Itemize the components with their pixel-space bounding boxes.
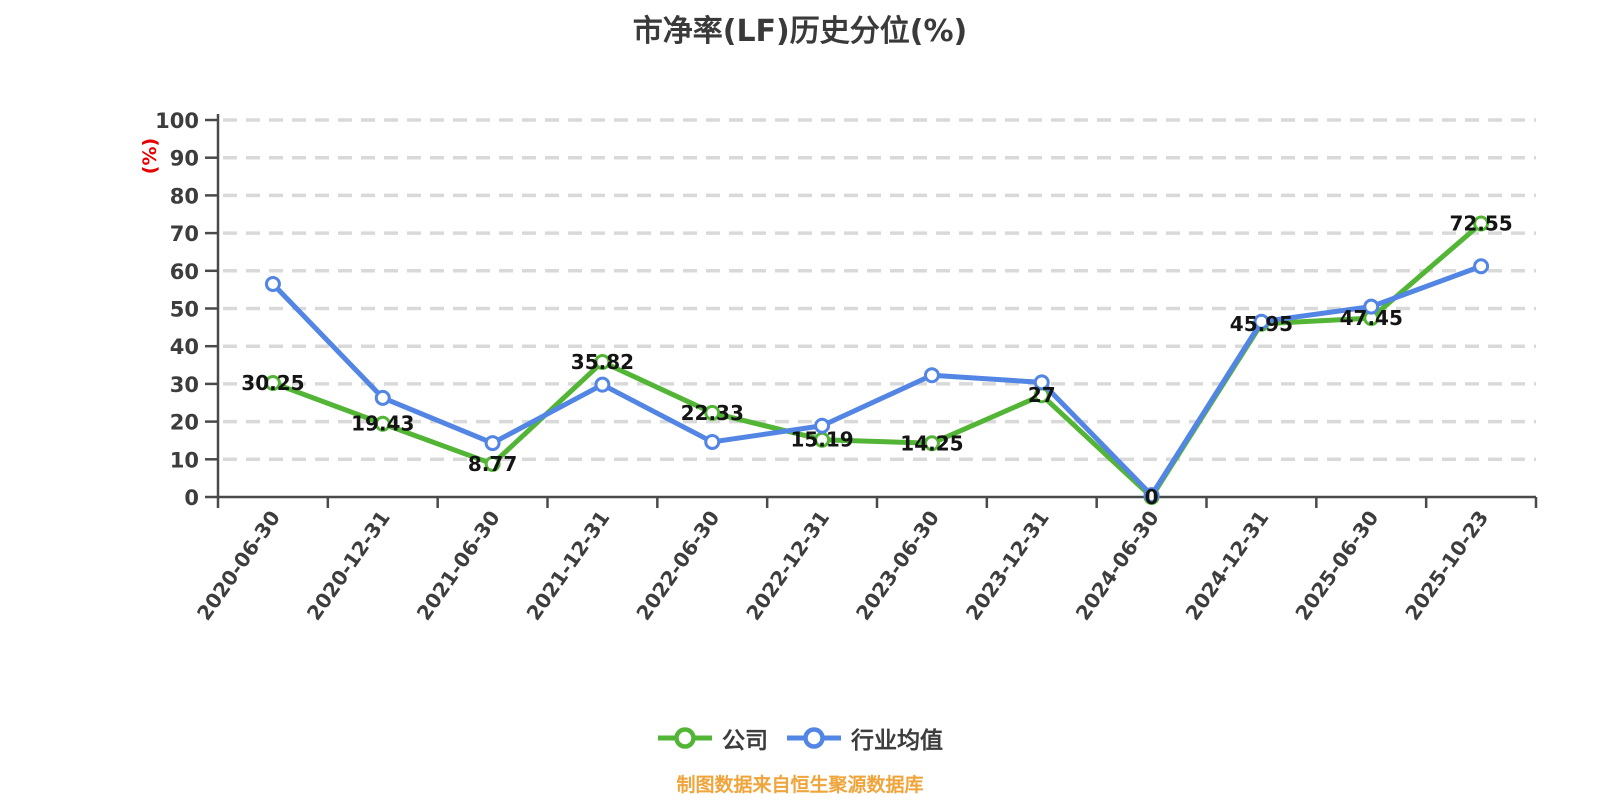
industry-average-data-point: [1473, 258, 1490, 275]
y-axis-tick-label: 70: [170, 222, 199, 246]
x-axis-tick-label: 2021-12-31: [521, 506, 614, 625]
x-axis-tick-label: 2025-10-23: [1400, 506, 1493, 625]
industry-average-series-line: [270, 263, 1484, 498]
company-data-label: 45.95: [1230, 312, 1293, 336]
x-axis-tick-label: 2020-06-30: [192, 506, 285, 625]
x-axis-tick-label: 2023-12-31: [961, 506, 1054, 625]
company-data-label: 35.82: [571, 350, 634, 374]
x-axis-tick-label: 2021-06-30: [412, 506, 505, 625]
x-axis-tick-label: 2022-12-31: [741, 506, 834, 625]
industry-average-data-point: [484, 435, 501, 452]
company-data-point: [484, 455, 501, 472]
legend-item-industry-average[interactable]: 行业均值: [786, 721, 943, 755]
industry-average-data-point: [704, 433, 721, 450]
y-axis-tick-label: 0: [184, 486, 199, 510]
company-data-label: 47.45: [1340, 306, 1403, 330]
y-axis-tick-label: 20: [170, 411, 199, 435]
company-data-point: [1473, 215, 1490, 232]
industry-average-data-point: [1143, 487, 1160, 504]
y-axis-tick-label: 100: [155, 109, 199, 133]
industry-average-data-point: [923, 367, 940, 384]
industry-average-data-point: [1363, 298, 1380, 315]
x-axis-tick-label: 2022-06-30: [631, 506, 724, 625]
x-axis-tick-label: 2020-12-31: [302, 506, 395, 625]
y-axis-tick-label: 80: [170, 184, 199, 208]
company-data-label: 72.55: [1449, 211, 1512, 235]
company-data-point: [594, 353, 611, 370]
legend: 公司 行业均值: [0, 721, 1600, 755]
x-axis-tick-label: 2024-06-30: [1071, 506, 1164, 625]
legend-label-company: 公司: [722, 728, 768, 754]
company-data-label: 30.25: [241, 371, 304, 395]
company-data-label: 15.19: [790, 428, 853, 452]
chart-title: 市净率(LF)历史分位(%): [632, 14, 968, 49]
x-axis-tick-label: 2023-06-30: [851, 506, 944, 625]
legend-label-industry-average: 行业均值: [851, 728, 943, 754]
industry-average-data-point: [1253, 313, 1270, 330]
y-axis-tick-label: 90: [170, 147, 199, 171]
company-data-point: [704, 404, 721, 421]
legend-item-company[interactable]: 公司: [657, 721, 768, 755]
company-data-label: 14.25: [900, 431, 963, 455]
industry-average-data-point: [1033, 374, 1050, 391]
x-axis-tick-label: 2025-06-30: [1290, 506, 1383, 625]
y-axis-tick-label: 40: [170, 335, 199, 359]
company-data-point: [374, 415, 391, 432]
y-axis-tick-label: 30: [170, 373, 199, 397]
y-axis-tick-label: 10: [170, 448, 199, 472]
company-series-line: [270, 220, 1484, 500]
data-source-note: 制图数据来自恒生聚源数据库: [676, 774, 924, 796]
company-data-label: 22.33: [681, 401, 744, 425]
y-axis-tick-label: 60: [170, 260, 199, 284]
company-data-label: 0: [1145, 485, 1159, 509]
company-data-label: 19.43: [351, 412, 414, 436]
company-series-marker-icon: [658, 727, 712, 749]
industry-average-data-point: [264, 275, 281, 292]
company-data-label: 27: [1028, 383, 1056, 407]
company-data-label: 8.77: [468, 452, 517, 476]
x-axis-tick-label: 2024-12-31: [1180, 506, 1273, 625]
industry-average-data-point: [594, 376, 611, 393]
company-data-point: [923, 435, 940, 452]
y-axis-tick-label: 50: [170, 298, 199, 322]
industry-average-series-marker-icon: [787, 727, 841, 749]
y-axis-unit-label: (%): [139, 138, 161, 174]
company-data-point: [264, 374, 281, 391]
industry-average-data-point: [814, 417, 831, 434]
industry-average-data-point: [374, 389, 391, 406]
